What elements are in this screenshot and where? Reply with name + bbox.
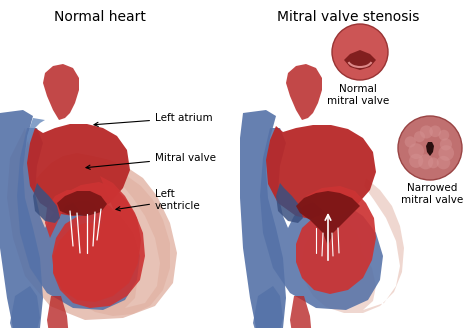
Polygon shape xyxy=(301,178,404,313)
Polygon shape xyxy=(296,191,360,246)
Circle shape xyxy=(438,130,449,141)
Text: Left
ventricle: Left ventricle xyxy=(116,189,201,211)
Polygon shape xyxy=(57,176,170,316)
Polygon shape xyxy=(296,186,376,294)
Polygon shape xyxy=(260,128,383,310)
Circle shape xyxy=(438,145,454,161)
Circle shape xyxy=(408,143,424,159)
Polygon shape xyxy=(52,182,141,302)
Circle shape xyxy=(418,154,433,170)
Polygon shape xyxy=(0,110,43,328)
Polygon shape xyxy=(57,191,107,216)
Circle shape xyxy=(420,125,433,138)
Polygon shape xyxy=(266,125,376,220)
Text: Narrowed
mitral valve: Narrowed mitral valve xyxy=(401,183,463,205)
Polygon shape xyxy=(25,118,45,156)
Circle shape xyxy=(405,136,416,148)
Polygon shape xyxy=(253,286,283,328)
Polygon shape xyxy=(426,142,434,156)
Text: Mitral valve: Mitral valve xyxy=(86,153,216,169)
Polygon shape xyxy=(47,296,69,328)
Polygon shape xyxy=(33,183,60,223)
Polygon shape xyxy=(286,64,322,120)
Circle shape xyxy=(409,154,423,168)
Text: Mitral valve stenosis: Mitral valve stenosis xyxy=(277,10,419,24)
Polygon shape xyxy=(43,64,79,120)
Polygon shape xyxy=(344,50,376,70)
Polygon shape xyxy=(45,176,145,308)
Text: Normal
mitral valve: Normal mitral valve xyxy=(327,84,389,106)
Polygon shape xyxy=(240,110,286,328)
Circle shape xyxy=(332,24,388,80)
Polygon shape xyxy=(290,296,312,328)
Text: Normal heart: Normal heart xyxy=(54,10,146,24)
Circle shape xyxy=(440,138,452,151)
Circle shape xyxy=(437,156,450,169)
Polygon shape xyxy=(10,286,40,328)
Circle shape xyxy=(398,116,462,180)
Circle shape xyxy=(428,157,439,168)
Polygon shape xyxy=(7,128,177,320)
Circle shape xyxy=(429,125,441,137)
Polygon shape xyxy=(17,128,140,310)
Text: Left atrium: Left atrium xyxy=(94,113,213,127)
Polygon shape xyxy=(276,183,303,223)
Circle shape xyxy=(414,131,425,142)
Polygon shape xyxy=(27,124,130,216)
